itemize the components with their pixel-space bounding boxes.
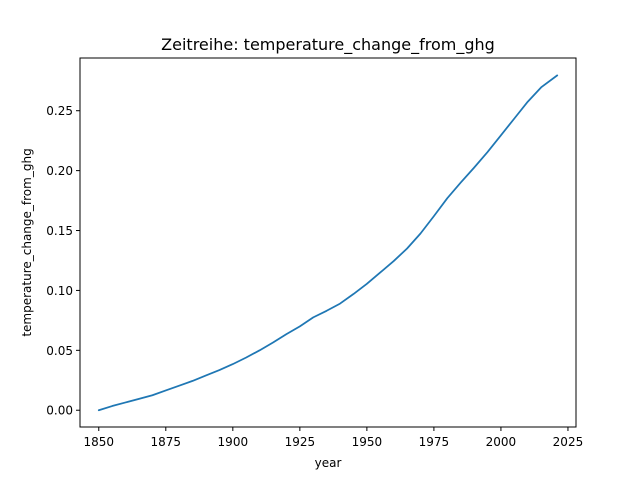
x-tick-label: 1975 — [419, 435, 450, 449]
x-tick-label: 1850 — [83, 435, 114, 449]
x-tick-label: 1925 — [285, 435, 316, 449]
x-axis: 1850 1875 1900 1925 1950 1975 2000 2025 — [83, 427, 583, 449]
x-tick-label: 2025 — [553, 435, 584, 449]
plot-area: 1850 1875 1900 1925 1950 1975 2000 2025 0.000.0… — [46, 57, 583, 449]
x-tick-label: 1950 — [352, 435, 383, 449]
x-tick-label: 1875 — [151, 435, 182, 449]
y-tick-label: 0.05 — [46, 344, 73, 358]
y-tick-label: 0.25 — [46, 104, 73, 118]
plot-frame — [79, 57, 577, 428]
y-tick-label: 0.15 — [46, 224, 73, 238]
x-tick-label: 1900 — [218, 435, 249, 449]
chart-title: Zeitreihe: temperature_change_from_ghg — [161, 35, 495, 55]
y-tick-label: 0.20 — [46, 164, 73, 178]
y-tick-label: 0.00 — [46, 404, 73, 418]
series-line — [97, 74, 559, 412]
y-axis-label: temperature_change_from_ghg — [20, 148, 34, 336]
y-axis: 0.00 0.05 0.10 0.15 0.20 0.25 — [46, 104, 80, 418]
x-tick-label: 2000 — [486, 435, 517, 449]
x-axis-label: year — [315, 456, 342, 470]
y-tick-label: 0.10 — [46, 284, 73, 298]
